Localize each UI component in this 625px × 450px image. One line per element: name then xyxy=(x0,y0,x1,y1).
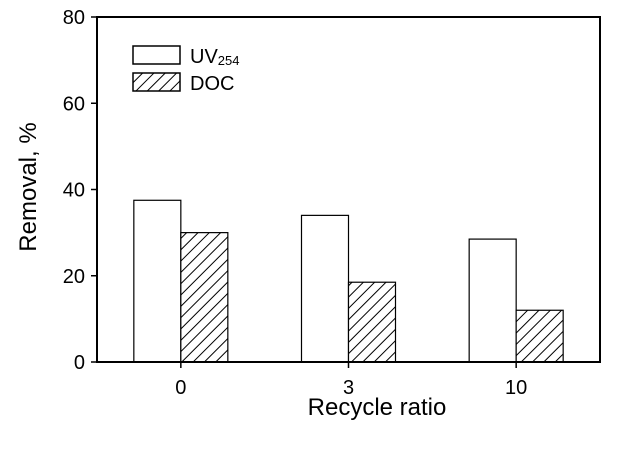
y-tick-label-80: 80 xyxy=(63,7,85,29)
legend-label-uv254: UV254 xyxy=(190,46,240,68)
legend: UV254 DOC xyxy=(132,45,240,95)
plot-area: 0 3 10 0 20 40 60 80 xyxy=(63,7,601,399)
y-tick-label-0: 0 xyxy=(74,352,85,374)
bar-uv254-3 xyxy=(300,214,350,363)
y-axis-title: Removal, % xyxy=(15,122,42,251)
legend-label-doc: DOC xyxy=(190,73,234,95)
legend-swatch-uv254 xyxy=(132,45,181,65)
bar-uv254-0 xyxy=(133,199,182,363)
plot-frame xyxy=(96,16,601,363)
x-tick-label-3: 3 xyxy=(343,377,354,399)
y-tick-label-20: 20 xyxy=(63,266,85,288)
bar-doc-10 xyxy=(515,309,564,363)
x-tick-label-10: 10 xyxy=(505,377,527,399)
bar-doc-3 xyxy=(347,281,397,363)
y-tick-label-40: 40 xyxy=(63,180,85,202)
x-tick-label-0: 0 xyxy=(175,377,186,399)
bar-uv254-10 xyxy=(468,238,517,363)
y-tick-label-60: 60 xyxy=(63,93,85,115)
bar-doc-0 xyxy=(180,232,229,363)
x-axis-title: Recycle ratio xyxy=(308,394,447,421)
legend-swatch-doc xyxy=(132,72,181,92)
